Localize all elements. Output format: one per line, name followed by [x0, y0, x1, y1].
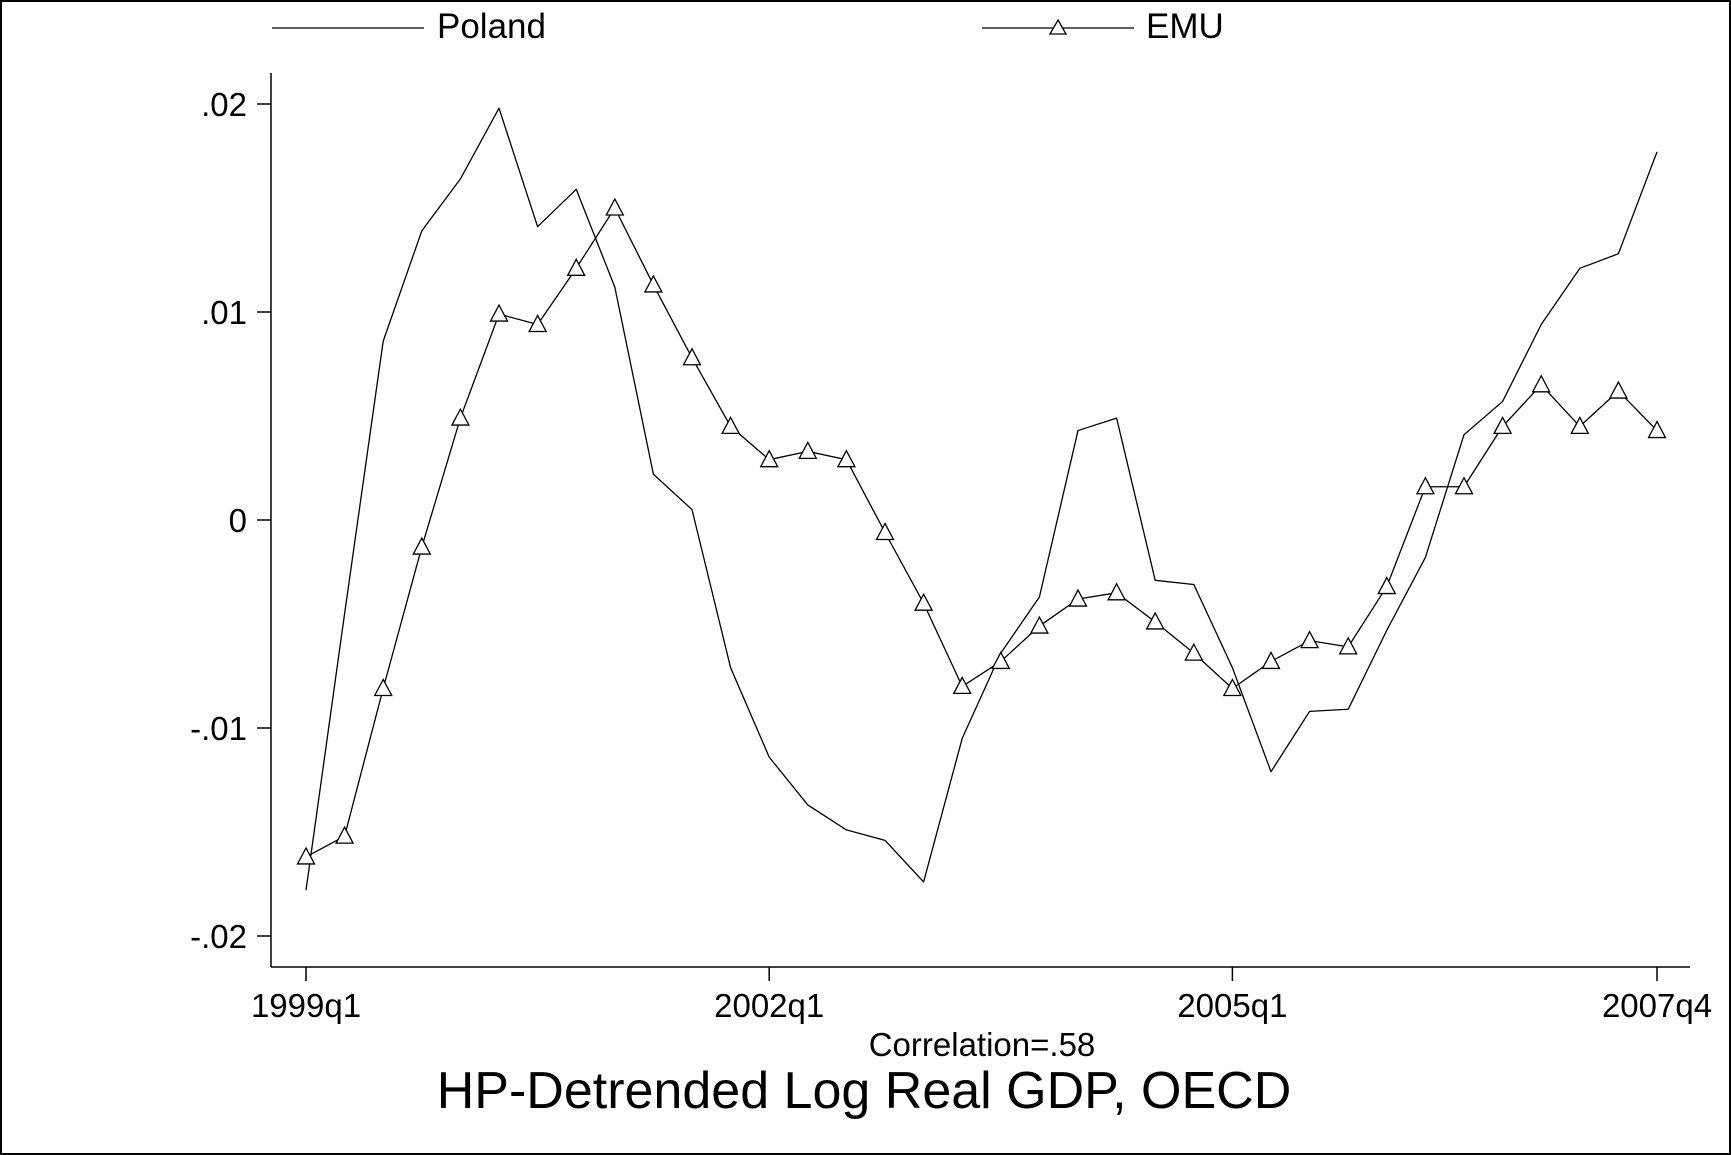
x-ticks: 1999q1 2002q1 2005q1 2007q4 [251, 967, 1712, 1024]
data-point-emu [1493, 416, 1513, 435]
data-point-emu [1107, 582, 1127, 601]
data-point-emu [528, 314, 548, 333]
data-point-emu [1300, 630, 1320, 649]
data-point-emu [1338, 636, 1358, 655]
data-point-emu [1145, 611, 1165, 630]
data-point-emu [1570, 416, 1590, 435]
y-tick-label: -.02 [190, 918, 247, 955]
data-point-emu [1415, 476, 1435, 495]
legend-marker-emu-triangle-icon [1048, 18, 1068, 35]
legend: Poland EMU [272, 7, 1224, 46]
data-point-emu [450, 407, 470, 426]
data-point-emu [1531, 374, 1551, 393]
chart-title: HP-Detrended Log Real GDP, OECD [437, 1062, 1292, 1120]
data-point-emu [721, 416, 741, 435]
data-point-emu [991, 651, 1011, 670]
chart-note: Correlation=.58 [869, 1026, 1096, 1063]
data-point-emu [759, 449, 779, 468]
data-point-emu [566, 257, 586, 276]
series-line-poland [305, 107, 1658, 891]
data-point-emu [335, 825, 355, 844]
data-point-emu [1454, 476, 1474, 495]
data-point-emu [1377, 576, 1397, 595]
data-point-emu [836, 449, 856, 468]
data-point-emu [605, 197, 625, 216]
data-point-emu [1261, 651, 1281, 670]
y-tick-label: .02 [201, 86, 247, 123]
data-point-emu [798, 440, 818, 460]
data-point-emu [682, 347, 702, 366]
x-tick-label: 1999q1 [251, 987, 361, 1024]
data-point-emu [914, 592, 934, 611]
y-tick-label: 0 [229, 502, 247, 539]
data-point-emu [412, 536, 432, 555]
series-layer [296, 107, 1667, 891]
x-tick-label: 2002q1 [714, 987, 824, 1024]
data-point-emu [1029, 615, 1049, 634]
data-point-emu [489, 303, 509, 322]
legend-label-poland: Poland [437, 7, 546, 46]
y-tick-label: .01 [201, 294, 247, 331]
legend-label-emu: EMU [1146, 7, 1224, 46]
data-point-emu [1647, 420, 1667, 439]
data-point-emu [1068, 588, 1088, 607]
data-point-emu [296, 846, 316, 865]
series-line-emu [305, 207, 1658, 858]
y-tick-label: -.01 [190, 710, 247, 747]
data-point-emu [373, 678, 393, 697]
data-point-emu [1184, 642, 1204, 661]
data-point-emu [1222, 678, 1242, 697]
data-point-emu [643, 274, 663, 293]
data-point-emu [952, 676, 972, 695]
y-ticks: .02 .01 0 -.01 -.02 [190, 86, 271, 955]
data-point-emu [1608, 380, 1628, 399]
x-tick-label: 2007q4 [1602, 987, 1712, 1024]
data-point-emu [875, 522, 895, 541]
x-tick-label: 2005q1 [1177, 987, 1287, 1024]
